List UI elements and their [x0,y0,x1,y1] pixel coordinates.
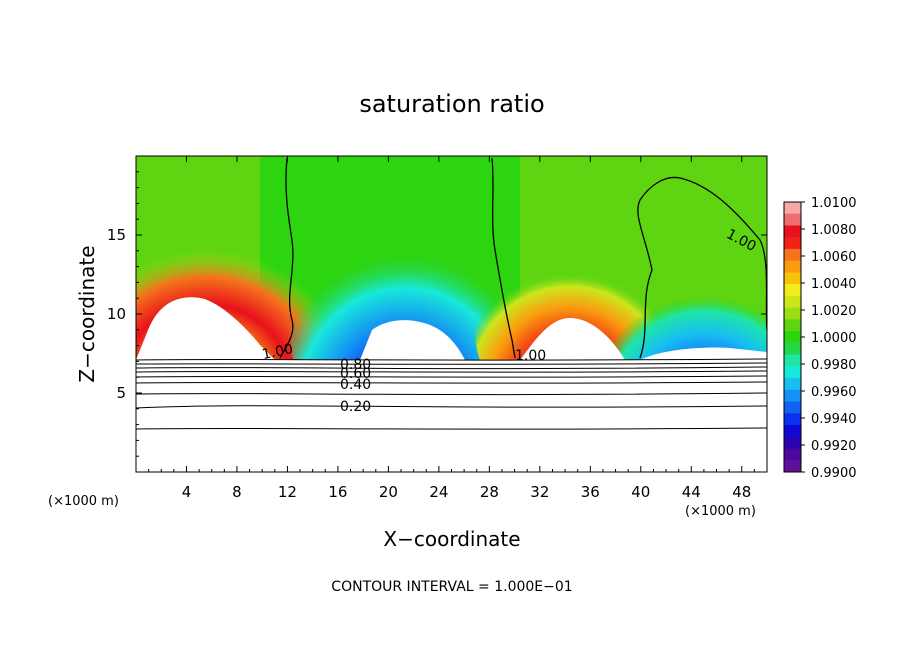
chart-title: saturation ratio [359,90,544,118]
colorbar-swatch [784,260,801,273]
colorbar-swatch [784,237,801,250]
colorbar-swatch [784,272,801,285]
y-tick-label: 15 [107,226,126,244]
contour-line [136,427,767,430]
contour-line [279,157,294,359]
contour-interval-note: CONTOUR INTERVAL = 1.000E−01 [331,579,572,595]
colorbar: 1.0100 1.0080 1.0060 1.0040 1.0020 1.0000 0.99… [783,196,857,481]
colorbar-label: 0.9960 [811,385,857,400]
x-unit-left: (×1000 m) [48,494,119,509]
x-tick-label: 44 [682,483,701,501]
colorbar-swatch [784,389,801,403]
colorbar-label: 1.0020 [811,304,857,319]
x-tick-label: 32 [530,483,549,501]
contour-label: 0.80 [340,357,371,373]
colorbar-swatch [784,354,801,367]
clear-zone-1 [136,297,275,360]
contour-label: 1.00 [515,348,546,364]
y-axis-ticks: 5 10 15 [107,171,767,457]
x-tick-label: 12 [278,483,297,501]
colorbar-swatch [784,284,801,297]
y-tick-label: 10 [107,305,126,323]
colorbar-swatch [784,213,801,226]
colorbar-swatch [784,436,801,450]
colorbar-swatch [784,460,801,473]
x-tick-label: 20 [379,483,398,501]
colorbar-swatch [784,202,801,215]
contour-line [136,392,767,396]
colorbar-swatch [784,248,801,262]
contour-label: 0.40 [340,377,371,393]
colorbar-label: 1.0000 [811,331,857,346]
y-axis-label: Z−coordinate [75,245,99,382]
heatmap-field [136,156,767,472]
colorbar-label: 1.0040 [811,277,857,292]
contour-label: 1.00 [261,341,295,363]
colorbar-label: 0.9980 [811,358,857,373]
colorbar-swatch [784,225,801,238]
colorbar-swatch [784,319,801,332]
colorbar-swatch [784,378,801,391]
x-tick-label: 28 [480,483,499,501]
contour-line [136,375,767,378]
contours-lower [136,358,767,430]
x-axis-label: X−coordinate [383,527,520,551]
contour-label: 0.20 [340,399,371,415]
x-tick-label: 40 [631,483,650,501]
clear-zone-4 [640,347,767,360]
x-tick-label: 48 [732,483,751,501]
contour-line [136,370,767,373]
contour-line [637,176,767,359]
field-lower-white [136,360,767,472]
x-tick-label: 16 [328,483,347,501]
contour-line [136,381,767,384]
contours-1.00 [279,157,767,359]
colorbar-swatch [784,401,801,414]
contour-label: 0.60 [340,366,371,382]
colorbar-label: 1.0080 [811,223,857,238]
contour-line [136,366,767,370]
y-tick-label: 5 [116,384,126,402]
x-axis-ticks: 4 8 12 16 20 24 28 32 36 40 44 48 [148,156,755,501]
colorbar-swatch [784,307,801,320]
colorbar-swatch [784,331,801,344]
contour-line [491,157,516,359]
colorbar-swatch [784,366,801,379]
contour-labels: 1.00 1.00 1.00 0.80 0.60 0.40 0.20 [261,226,759,415]
colorbar-label: 0.9900 [811,466,857,481]
colorbar-label: 0.9920 [811,439,857,454]
contour-line [136,358,767,361]
colorbar-label: 0.9940 [811,412,857,427]
colorbar-label: 1.0060 [811,250,857,265]
colorbar-swatch [784,448,801,461]
x-tick-label: 8 [232,483,242,501]
colorbar-swatch [784,342,801,356]
contour-line [136,362,767,365]
colorbar-swatch [784,413,801,426]
colorbar-label: 1.0100 [811,196,857,211]
clear-zone-3 [520,318,625,360]
clear-zone-2 [360,320,465,360]
colorbar-swatch [784,425,801,438]
contour-line [136,405,767,409]
colorbar-swatch [784,295,801,309]
x-tick-label: 36 [581,483,600,501]
x-tick-label: 24 [429,483,448,501]
x-tick-label: 4 [182,483,192,501]
x-unit-right: (×1000 m) [685,504,756,519]
